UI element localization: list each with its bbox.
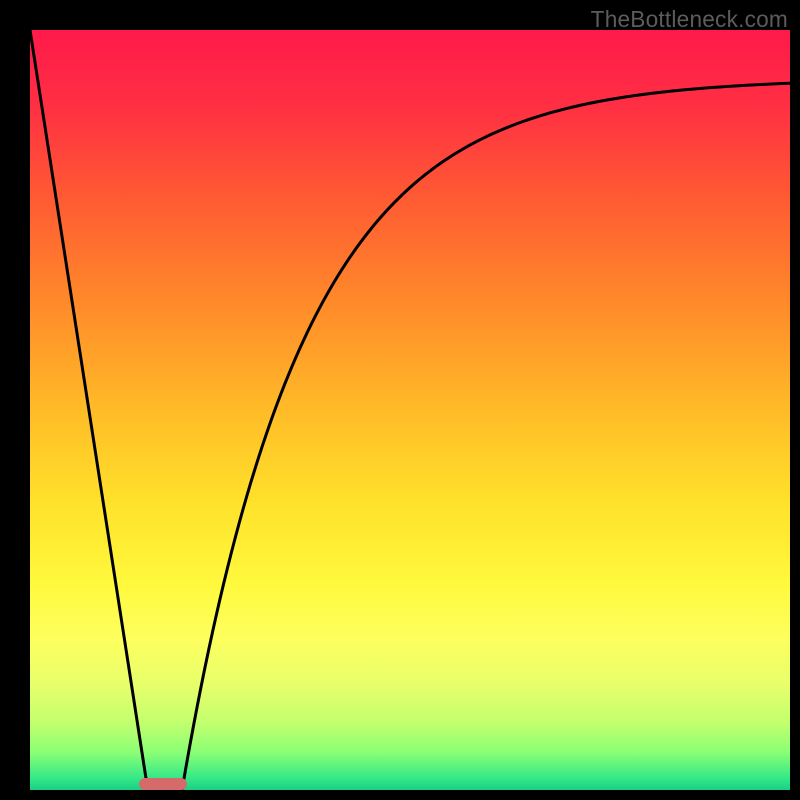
curve-right-line	[182, 83, 790, 790]
bottleneck-curves	[30, 30, 790, 790]
curve-left-line	[30, 30, 148, 790]
plot-area	[30, 30, 790, 790]
watermark-text: TheBottleneck.com	[591, 6, 788, 33]
stage: TheBottleneck.com	[0, 0, 800, 800]
optimum-marker	[139, 778, 186, 790]
